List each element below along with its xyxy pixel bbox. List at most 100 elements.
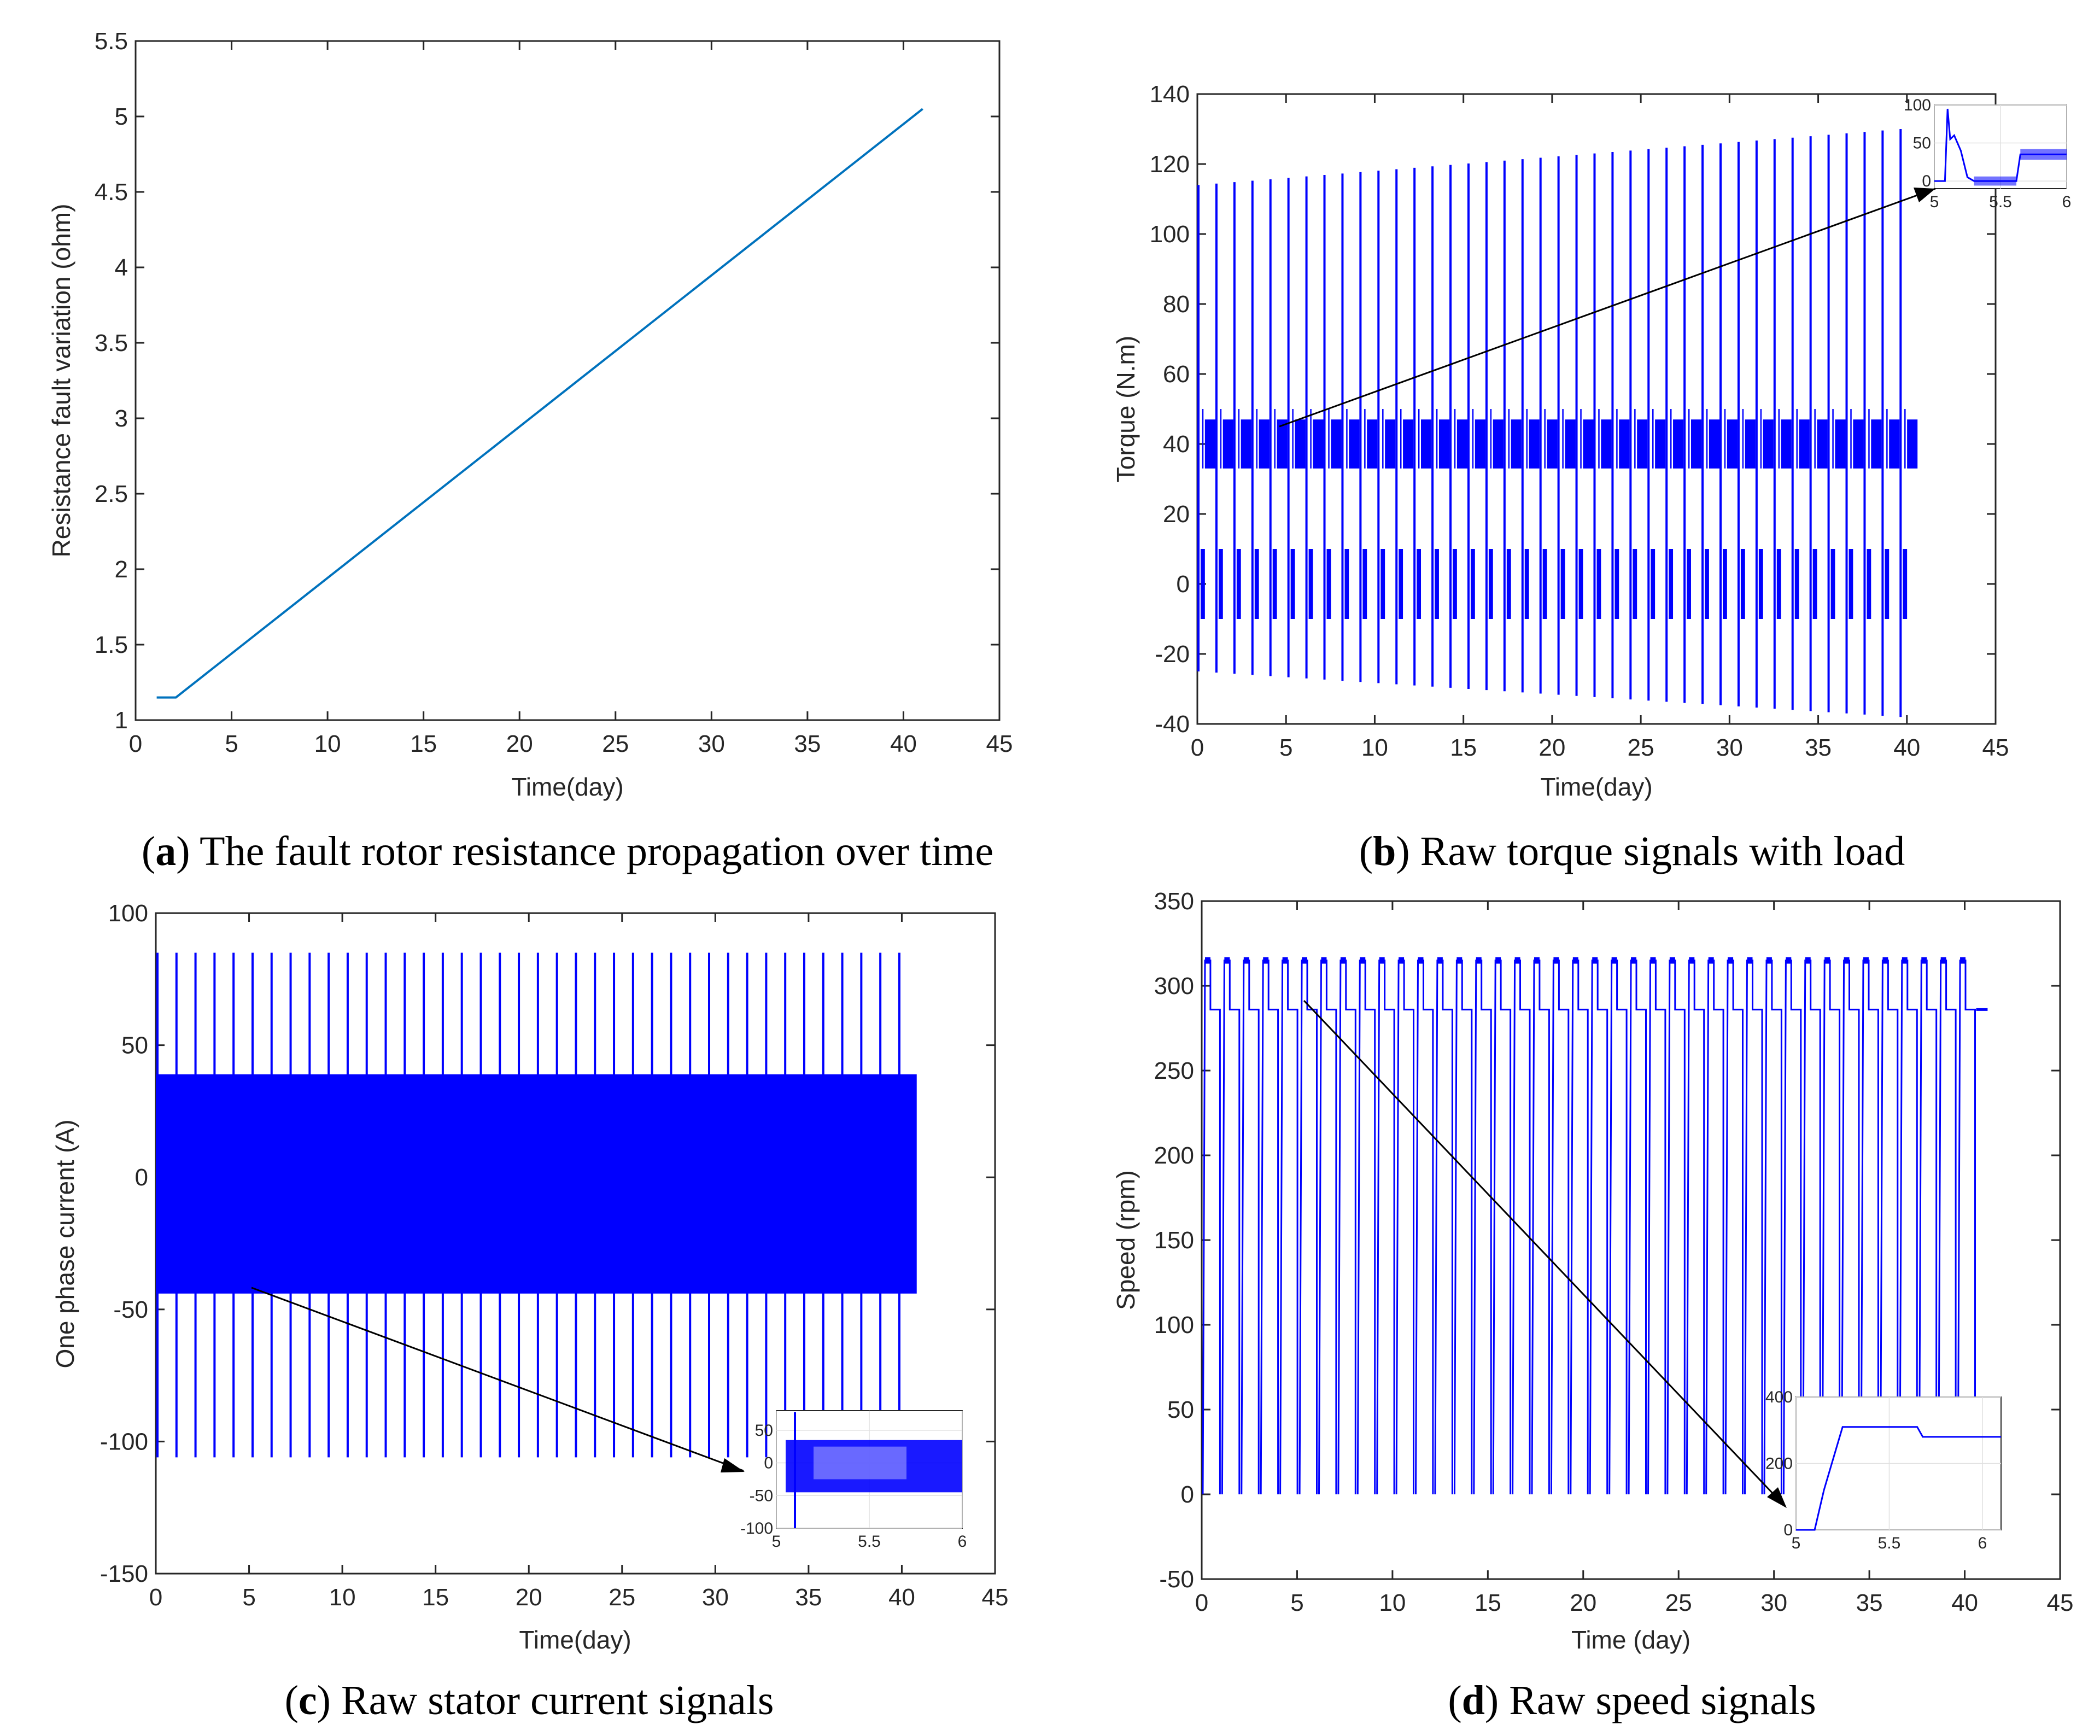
panel-b-ylabel: Torque (N.m): [1112, 336, 1140, 482]
panel-c-inset-ytick-label: -100: [740, 1519, 773, 1538]
panel-d-speed-signal: [1202, 957, 1988, 1495]
panel-c-inset: 5 5.5 6 -100 -50 0 50: [740, 1410, 967, 1551]
panel-d-speed-cycle: [1202, 960, 1221, 1495]
panel-c-zoom-arrow: [251, 1287, 744, 1472]
panel-d-ytick-label: -50: [1159, 1566, 1194, 1593]
panel-c-inset-gap: [814, 1446, 906, 1480]
panel-d-speed-high-ripple: [1669, 957, 1675, 964]
panel-d: 0 5 10 15 20 25 30 35 40 45-500501001502002503003…: [1112, 888, 2073, 1723]
panel-a-xlabel: Time(day): [511, 773, 623, 801]
panel-b-inset-trace: [1934, 108, 2067, 182]
panel-c-xtick-label: 40: [888, 1584, 915, 1611]
panel-d-ytick-label: 300: [1154, 973, 1194, 999]
panel-b-torque-upper-band: [1438, 419, 1450, 469]
panel-d-caption-text: Raw speed signals: [1499, 1677, 1816, 1723]
panel-b-torque-upper-band: [1385, 419, 1396, 469]
panel-b-torque-lower-band: [1903, 549, 1908, 619]
panel-d-inset-trace: [1796, 1426, 2001, 1531]
panel-b-torque-lower-band: [1417, 549, 1422, 619]
panel-d-speed-high-ripple: [1572, 957, 1578, 964]
panel-b-xtick-label: 30: [1716, 734, 1743, 761]
panel-d-speed-high-ripple: [1611, 957, 1617, 964]
panel-b-torque-upper-band: [1673, 419, 1684, 469]
panel-b-torque-lower-band: [1399, 549, 1403, 619]
panel-c-xtick-label: 25: [609, 1584, 635, 1611]
panel-b-torque-lower-band: [1885, 549, 1890, 619]
panel-a-ytick-label: 4.5: [95, 179, 128, 206]
panel-a-caption-letter: a: [155, 828, 176, 874]
panel-a-xtick-label: 0: [129, 730, 142, 757]
panel-d-speed-cycle: [1453, 960, 1473, 1495]
panel-d-speed-cycle: [1686, 960, 1705, 1495]
panel-b-xtick-label: 5: [1279, 734, 1292, 761]
panel-c-inset-ytick-label: -50: [750, 1487, 773, 1505]
panel-d-speed-high-ripple: [1824, 957, 1830, 964]
panel-b-torque-lower-band: [1542, 549, 1547, 619]
panel-d-speed-high-ripple: [1456, 957, 1463, 964]
panel-a-xtick-label: 40: [890, 730, 917, 757]
panel-d-speed-cycle: [1763, 960, 1782, 1495]
panel-a-xtick-label: 45: [986, 730, 1013, 757]
panel-d-zoom-arrow: [1303, 999, 1786, 1507]
panel-b-inset-ytick-label: 100: [1904, 96, 1931, 114]
panel-b-torque-upper-band: [1871, 419, 1882, 469]
panel-d-grid: 0 5 10 15 20 25 30 35 40 45-500501001502002503003…: [1154, 888, 2074, 1616]
panel-d-speed-high-ripple: [1553, 957, 1559, 964]
panel-c-ytick-label: 0: [135, 1164, 148, 1191]
panel-a-caption-text: The fault rotor resistance propagation o…: [190, 828, 994, 874]
panel-a: 0 5 10 15 20 25 30 35 40 45 1 1.5 2 2.5 3 3.5 4 4.5 5 5.5 T…: [47, 28, 1013, 874]
panel-d-speed-cycle: [1356, 960, 1376, 1495]
panel-d-ytick-label: 250: [1154, 1057, 1194, 1084]
panel-b-torque-lower-band: [1830, 549, 1835, 619]
panel-c-xtick-label: 35: [795, 1584, 822, 1611]
panel-d-speed-high-ripple: [1805, 957, 1811, 964]
panel-d-ytick-label: 200: [1154, 1142, 1194, 1169]
panel-a-xtick-label: 15: [410, 730, 437, 757]
panel-d-speed-cycle: [1647, 960, 1666, 1495]
panel-b-torque-upper-band: [1817, 419, 1828, 469]
panel-c-inset-xtick-label: 6: [958, 1533, 967, 1551]
panel-d-speed-cycle: [1782, 960, 1802, 1495]
panel-c-inset-xtick-label: 5.5: [858, 1533, 881, 1551]
panel-b-zoom-arrowhead: [1914, 188, 1935, 202]
panel-d-speed-high-ripple: [1514, 957, 1520, 964]
panel-a-caption: (a) The fault rotor resistance propagati…: [142, 828, 993, 874]
panel-d-speed-high-ripple: [1786, 957, 1792, 964]
panel-d-speed-cycle: [1221, 960, 1241, 1495]
panel-b-torque-upper-band: [1456, 419, 1467, 469]
panel-d-inset-ytick-label: 200: [1765, 1455, 1793, 1473]
panel-c-xtick-label: 10: [329, 1584, 356, 1611]
panel-d-speed-cycle: [1821, 960, 1841, 1495]
panel-b-caption: (b) Raw torque signals with load: [1359, 828, 1905, 874]
panel-c-xtick-label: 0: [149, 1584, 162, 1611]
panel-d-speed-cycle: [1337, 960, 1356, 1495]
panel-a-xtick-label: 10: [314, 730, 341, 757]
panel-d-inset-xtick-label: 5: [1792, 1534, 1801, 1552]
panel-d-speed-high-ripple: [1263, 957, 1269, 964]
panel-b-torque-lower-band: [1470, 549, 1475, 619]
panel-c-inset-ytick-label: 50: [755, 1422, 773, 1440]
panel-b-torque-upper-band: [1547, 419, 1558, 469]
panel-d-speed-cycle: [1550, 960, 1570, 1495]
panel-b-torque-upper-band: [1655, 419, 1666, 469]
panel-b-torque-lower-band: [1705, 549, 1709, 619]
panel-b-torque-lower-band: [1578, 549, 1583, 619]
panel-c-xtick-label: 30: [702, 1584, 729, 1611]
panel-b-torque-upper-band: [1781, 419, 1792, 469]
panel-d-speed-cycle: [1492, 960, 1512, 1495]
panel-d-xtick-label: 10: [1379, 1589, 1406, 1616]
panel-d-inset-ytick-label: 0: [1783, 1521, 1793, 1539]
panel-b-torque-lower-band: [1633, 549, 1637, 619]
panel-a-resistance-line: [156, 108, 923, 699]
panel-b-torque-upper-band: [1709, 419, 1720, 469]
panel-c-inset-ytick-label: 0: [764, 1454, 773, 1472]
panel-b-torque-lower-band: [1362, 549, 1367, 619]
panel-d-speed-cycle: [1899, 960, 1918, 1495]
panel-b-torque-lower-band: [1326, 549, 1331, 619]
panel-c-xtick-label: 45: [982, 1584, 1009, 1611]
panel-c-xtick-label: 15: [422, 1584, 449, 1611]
panel-b-torque-lower-band: [1201, 549, 1205, 619]
panel-b-torque-lower-band: [1794, 549, 1799, 619]
panel-b-torque-upper-band: [1583, 419, 1594, 469]
panel-d-speed-cycle: [1473, 960, 1492, 1495]
